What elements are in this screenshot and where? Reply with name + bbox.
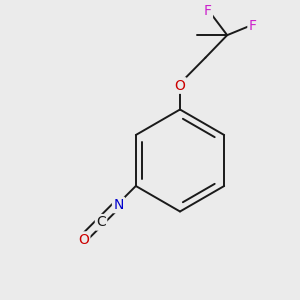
Text: C: C — [96, 215, 106, 229]
Text: O: O — [78, 233, 89, 247]
Text: F: F — [249, 19, 257, 33]
Text: F: F — [204, 4, 212, 18]
Text: N: N — [113, 198, 124, 212]
Text: O: O — [175, 79, 185, 92]
